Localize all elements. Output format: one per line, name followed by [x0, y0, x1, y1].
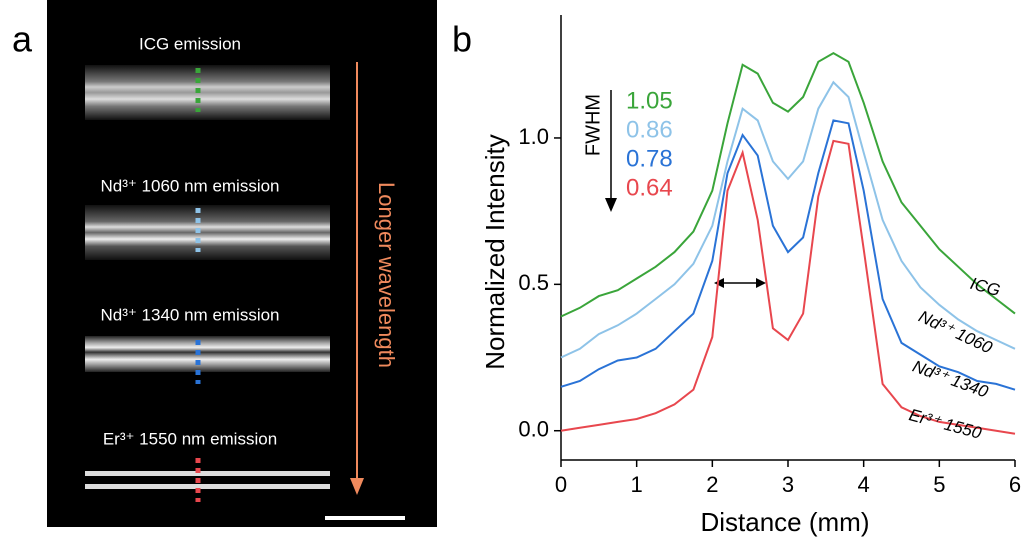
line-series	[560, 139, 1016, 435]
width-arrow-head	[756, 278, 766, 288]
image-label: Nd³⁺ 1340 nm emission	[100, 305, 279, 324]
fwhm-value: 0.78	[626, 145, 673, 172]
series-label: ICG	[968, 274, 1002, 300]
panel-label: b	[452, 19, 472, 60]
fwhm-label: FWHM	[582, 94, 604, 156]
x-tick-label: 2	[706, 472, 718, 497]
vessel-image	[85, 471, 330, 476]
x-tick-label: 1	[631, 472, 643, 497]
x-tick-label: 5	[933, 472, 945, 497]
x-tick-label: 3	[782, 472, 794, 497]
x-axis-label: Distance (mm)	[700, 507, 869, 537]
line-series	[560, 80, 1016, 359]
y-tick-label: 1.0	[518, 124, 549, 149]
fwhm-arrow-head	[605, 198, 617, 212]
series-label: Nd³⁺ 1340	[910, 357, 991, 402]
x-tick-label: 4	[858, 472, 870, 497]
panel-label: a	[12, 19, 33, 60]
image-label: Er³⁺ 1550 nm emission	[103, 429, 277, 448]
image-label: Nd³⁺ 1060 nm emission	[100, 176, 279, 195]
width-arrow-head	[714, 278, 724, 288]
series-label: Nd³⁺ 1060	[916, 307, 996, 358]
line-series	[560, 51, 1016, 318]
vessel-image	[85, 65, 330, 120]
fwhm-value: 1.05	[626, 87, 673, 114]
line-series	[560, 119, 1016, 391]
image-label: ICG emission	[139, 34, 241, 53]
vessel-image	[85, 205, 330, 260]
vessel-image	[85, 484, 330, 489]
x-tick-label: 0	[555, 472, 567, 497]
y-tick-label: 0.5	[518, 270, 549, 295]
fwhm-value: 0.86	[626, 116, 673, 143]
y-tick-label: 0.0	[518, 417, 549, 442]
y-axis-label: Normalized Intensity	[480, 134, 510, 370]
wavelength-label: Longer wavelength	[374, 182, 399, 368]
fwhm-value: 0.64	[626, 174, 673, 201]
series-label: Er³⁺ 1550	[907, 405, 984, 443]
wavelength-arrow-head	[350, 478, 364, 495]
vessel-image	[85, 336, 330, 372]
x-tick-label: 6	[1009, 472, 1021, 497]
